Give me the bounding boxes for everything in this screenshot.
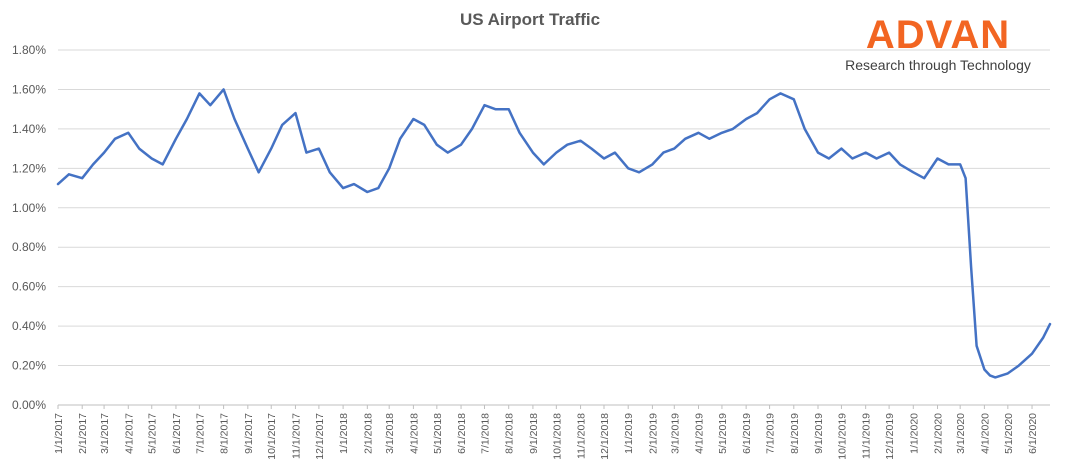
x-tick-label: 4/1/2018 — [408, 413, 420, 454]
x-tick-label: 3/1/2017 — [99, 413, 111, 454]
x-tick-label: 1/1/2018 — [338, 413, 350, 454]
series-line — [56, 88, 1052, 379]
x-axis-ticks: 1/1/2017 2/1/2017 3/1/2017 4/1/2017 5/1/2017… — [53, 405, 1039, 460]
x-tick-label: 2/1/2018 — [362, 413, 374, 454]
x-tick-label: 6/1/2017 — [171, 413, 183, 454]
x-tick-label: 5/1/2017 — [147, 413, 159, 454]
x-tick-label: 7/1/2017 — [194, 413, 206, 454]
y-tick-label: 0.40% — [12, 319, 46, 333]
x-tick-label: 5/1/2019 — [717, 413, 729, 454]
x-tick-label: 10/1/2017 — [266, 413, 278, 460]
y-tick-label: 0.80% — [12, 240, 46, 254]
x-tick-label: 9/1/2018 — [528, 413, 540, 454]
y-tick-label: 1.60% — [12, 82, 46, 96]
x-tick-label: 2/1/2019 — [647, 413, 659, 454]
x-tick-label: 10/1/2018 — [551, 413, 563, 460]
x-tick-label: 3/1/2018 — [384, 413, 396, 454]
x-tick-label: 3/1/2020 — [955, 413, 967, 454]
x-tick-label: 4/1/2020 — [979, 413, 991, 454]
chart-title: US Airport Traffic — [460, 10, 600, 29]
logo-tagline: Research through Technology — [845, 57, 1031, 73]
x-tick-label: 9/1/2019 — [813, 413, 825, 454]
x-tick-label: 4/1/2019 — [694, 413, 706, 454]
x-tick-label: 11/1/2018 — [576, 413, 588, 459]
x-tick-label: 6/1/2019 — [741, 413, 753, 454]
x-tick-label: 5/1/2018 — [432, 413, 444, 454]
x-tick-label: 3/1/2019 — [669, 413, 681, 454]
x-tick-label: 1/1/2017 — [53, 413, 65, 454]
x-tick-label: 9/1/2017 — [243, 413, 255, 454]
x-tick-label: 1/1/2019 — [623, 413, 635, 454]
y-axis-ticks: 0.00% 0.20% 0.40% 0.60% 0.80% 1.00% 1.20% 1.40%… — [12, 43, 46, 412]
x-tick-label: 7/1/2019 — [765, 413, 777, 454]
x-tick-label: 6/1/2020 — [1027, 413, 1039, 454]
x-tick-label: 8/1/2019 — [789, 413, 801, 454]
x-tick-label: 7/1/2018 — [479, 413, 491, 454]
x-tick-label: 8/1/2018 — [504, 413, 516, 454]
x-tick-label: 11/1/2017 — [290, 413, 302, 459]
brand-logo: ADVAN Research through Technology — [845, 13, 1031, 73]
x-tick-label: 4/1/2017 — [123, 413, 135, 454]
x-tick-label: 12/1/2018 — [599, 413, 611, 460]
x-tick-label: 6/1/2018 — [456, 413, 468, 454]
y-tick-label: 1.40% — [12, 122, 46, 136]
x-tick-label: 1/1/2020 — [908, 413, 920, 454]
y-tick-label: 0.20% — [12, 359, 46, 373]
x-tick-label: 2/1/2017 — [77, 413, 89, 454]
y-tick-label: 1.20% — [12, 161, 46, 175]
x-tick-label: 2/1/2020 — [933, 413, 945, 454]
x-tick-label: 12/1/2017 — [314, 413, 326, 460]
y-tick-label: 1.80% — [12, 43, 46, 57]
y-tick-label: 0.60% — [12, 280, 46, 294]
y-tick-label: 1.00% — [12, 201, 46, 215]
x-tick-label: 5/1/2020 — [1003, 413, 1015, 454]
series-layer — [56, 88, 1052, 379]
x-tick-label: 10/1/2019 — [836, 413, 848, 460]
x-tick-label: 12/1/2019 — [884, 413, 896, 460]
x-tick-label: 11/1/2019 — [861, 413, 873, 459]
y-tick-label: 0.00% — [12, 398, 46, 412]
x-tick-label: 8/1/2017 — [219, 413, 231, 454]
